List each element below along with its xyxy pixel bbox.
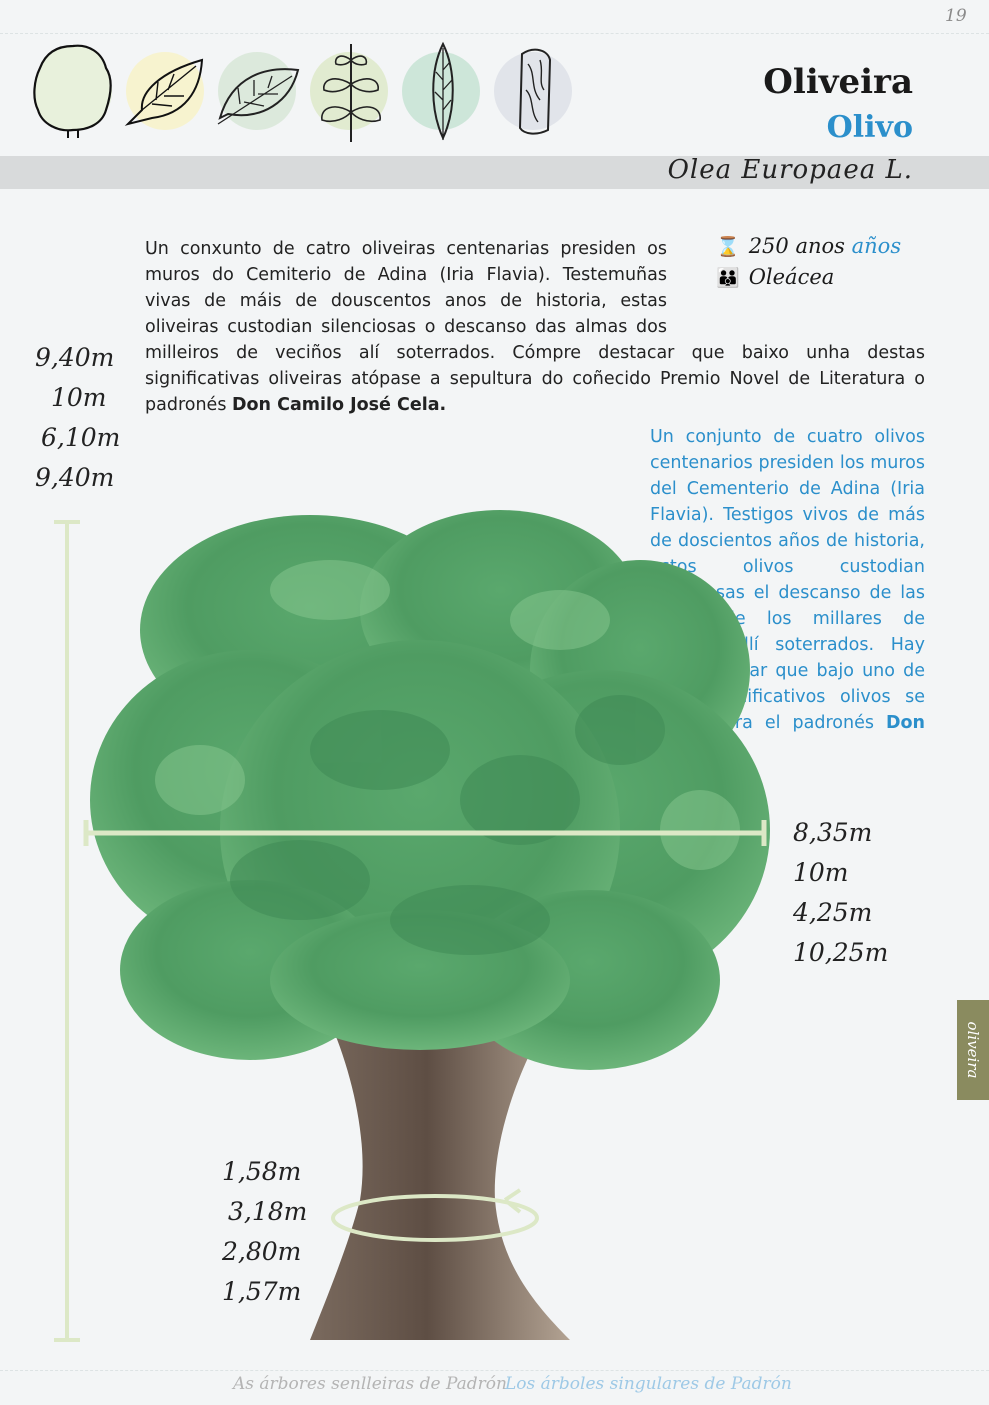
- age-unit-galician: anos: [795, 234, 845, 258]
- side-tab[interactable]: oliveira: [957, 1000, 989, 1100]
- scientific-name: Olea Europaea L.: [667, 155, 913, 185]
- footer-spanish: Los árboles singulares de Padrón: [505, 1374, 792, 1394]
- family-value: Oleácea: [748, 265, 835, 289]
- age-unit-spanish: años: [851, 234, 902, 258]
- ovate-leaf-icon: [217, 68, 300, 125]
- trunk-measurement: 2,80m: [222, 1237, 302, 1266]
- page-title-spanish: Olivo: [826, 110, 913, 145]
- trunk-measurement: 3,18m: [228, 1197, 308, 1226]
- side-tab-label: oliveira: [964, 1021, 982, 1079]
- page-title-galician: Oliveira: [763, 62, 913, 102]
- page-number: 19: [945, 6, 967, 26]
- height-measurement: 10m: [51, 383, 107, 412]
- crown-measurements: 8,35m 10m 4,25m 10,25m: [793, 813, 888, 973]
- icon-circle: [402, 52, 480, 130]
- crown-measurement: 10m: [793, 858, 849, 887]
- crown-measurement: 10,25m: [793, 938, 889, 967]
- crown-measurement: 4,25m: [793, 898, 873, 927]
- top-divider: [0, 33, 989, 34]
- trunk-measurement: 1,57m: [222, 1277, 302, 1306]
- height-measurement: 6,10m: [41, 423, 121, 452]
- family-icon: 👪: [716, 267, 740, 289]
- icon-circle: [494, 52, 572, 130]
- trunk-measurement: 1,58m: [222, 1157, 302, 1186]
- family-info: 👪 Oleácea: [716, 265, 834, 289]
- serrated-leaf-icon: [124, 58, 204, 126]
- olive-tree-illustration: [54, 510, 770, 1342]
- description-galician-end: .: [439, 395, 447, 415]
- age-value: 250: [748, 234, 789, 258]
- crown-silhouette-icon: [33, 44, 112, 138]
- height-measurements: 9,40m 10m 6,10m 9,40m: [35, 338, 120, 498]
- trunk-measurements: 1,58m 3,18m 2,80m 1,57m: [222, 1152, 307, 1312]
- bottom-divider: [0, 1370, 989, 1371]
- description-galician-bold: Don Camilo José Cela: [232, 395, 440, 415]
- hourglass-icon: ⌛: [716, 236, 740, 258]
- opposite-leaves-branch-icon: [321, 44, 381, 142]
- height-measurement: 9,40m: [35, 343, 115, 372]
- crown-measurement: 8,35m: [793, 818, 873, 847]
- bark-icon: [518, 48, 552, 135]
- description-galician-body: Un conxunto de catro oliveiras centenari…: [145, 239, 925, 415]
- scientific-name-band: [0, 156, 989, 189]
- lanceolate-leaf-icon: [432, 41, 454, 141]
- icon-circle: [218, 52, 296, 130]
- age-info: ⌛ 250 anos años: [716, 234, 901, 258]
- height-measurement: 9,40m: [35, 463, 115, 492]
- footer-galician: As árbores senlleiras de Padrón: [233, 1374, 507, 1394]
- description-galician: Un conxunto de catro oliveiras centenari…: [145, 236, 925, 418]
